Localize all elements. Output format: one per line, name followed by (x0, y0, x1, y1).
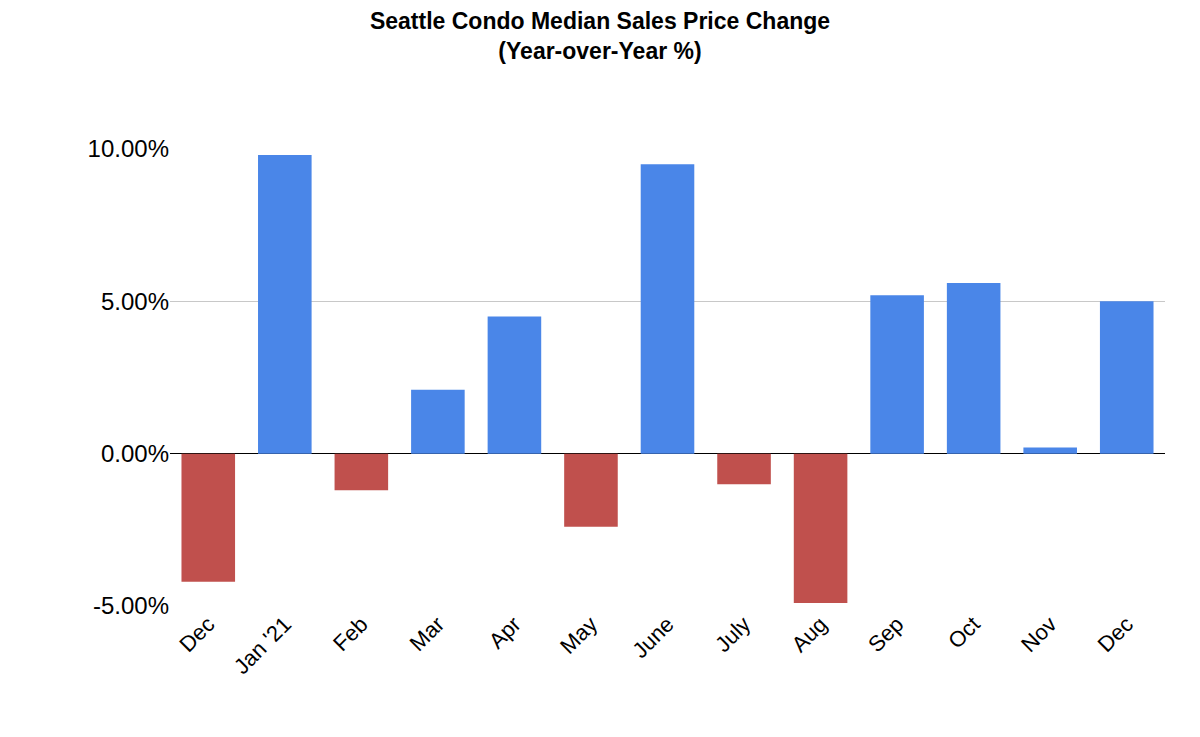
svg-text:Nov: Nov (1016, 612, 1061, 657)
svg-text:0.00%: 0.00% (101, 440, 169, 467)
svg-text:10.00%: 10.00% (88, 135, 169, 162)
svg-text:Dec: Dec (174, 612, 219, 657)
svg-text:Apr: Apr (484, 612, 526, 654)
svg-text:July: July (710, 612, 755, 657)
svg-text:Seattle Condo Median Sales Pri: Seattle Condo Median Sales Price Change(… (370, 8, 830, 64)
svg-text:Dec: Dec (1093, 612, 1138, 657)
svg-text:Oct: Oct (943, 612, 985, 654)
svg-text:May: May (555, 612, 602, 659)
svg-text:June: June (627, 612, 678, 663)
svg-text:Sep: Sep (863, 612, 908, 657)
svg-text:Feb: Feb (328, 612, 372, 656)
svg-text:Aug: Aug (787, 612, 832, 657)
svg-text:5.00%: 5.00% (101, 288, 169, 315)
svg-text:Jan '21: Jan '21 (229, 612, 296, 679)
svg-text:Mar: Mar (405, 612, 449, 656)
svg-text:-5.00%: -5.00% (93, 592, 169, 619)
